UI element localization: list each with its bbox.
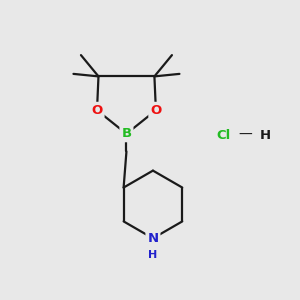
Text: O: O xyxy=(150,104,161,117)
Text: N: N xyxy=(147,232,158,245)
Text: H: H xyxy=(259,129,270,142)
Text: B: B xyxy=(122,127,131,140)
Text: H: H xyxy=(148,250,158,260)
Text: —: — xyxy=(238,128,252,142)
Text: O: O xyxy=(92,104,103,117)
Text: Cl: Cl xyxy=(217,129,231,142)
